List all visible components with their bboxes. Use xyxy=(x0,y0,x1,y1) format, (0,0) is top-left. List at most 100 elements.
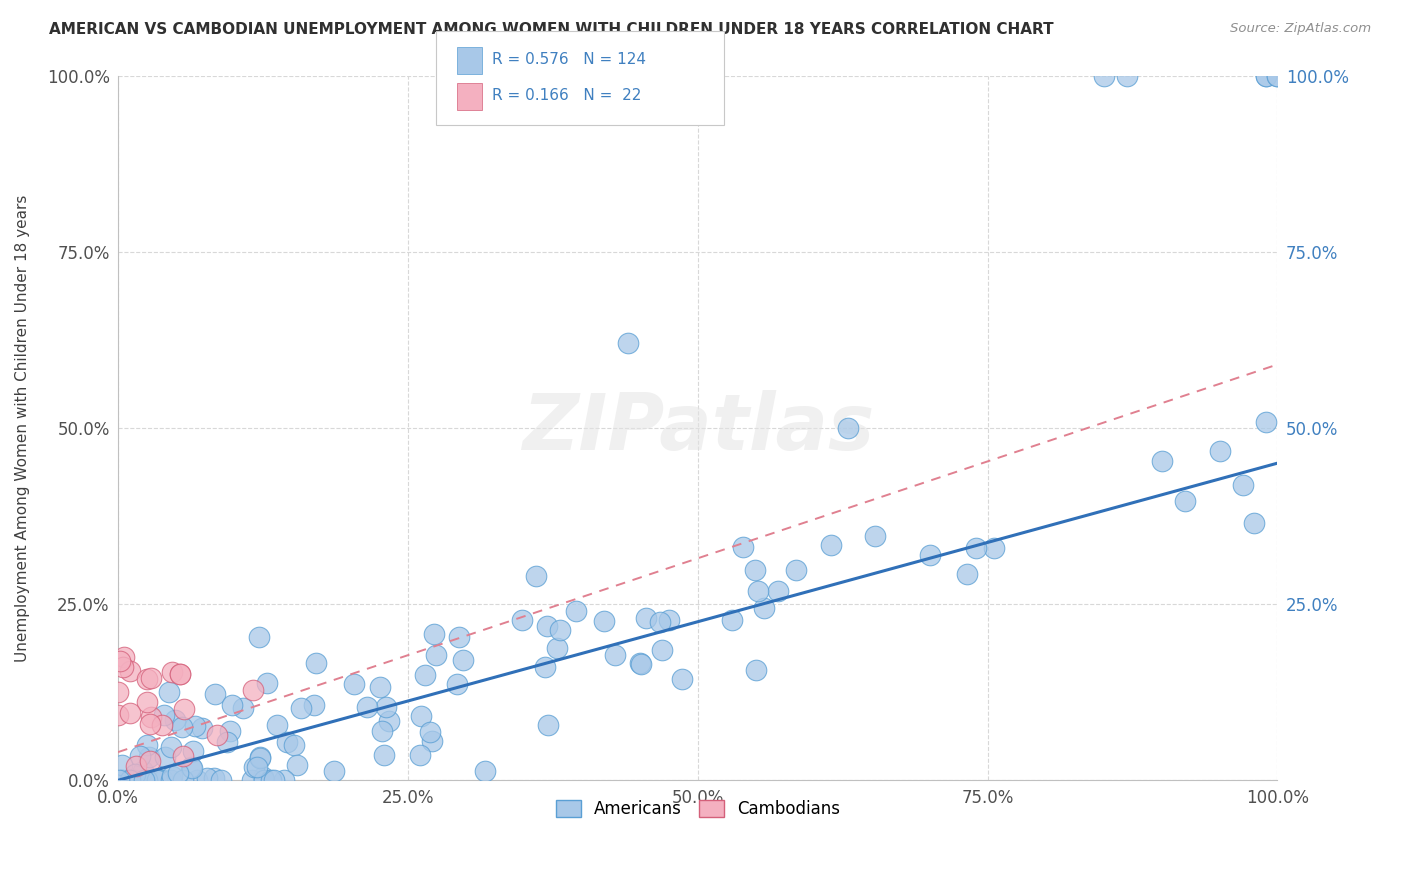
Point xyxy=(172,748,194,763)
Point xyxy=(766,583,789,598)
Point xyxy=(745,664,768,678)
Point xyxy=(323,764,346,779)
Point xyxy=(276,735,298,749)
Point xyxy=(425,648,447,663)
Point xyxy=(593,615,616,629)
Point xyxy=(375,699,398,714)
Point xyxy=(983,541,1005,555)
Point xyxy=(343,677,366,691)
Point xyxy=(648,615,671,629)
Point xyxy=(537,717,560,731)
Point xyxy=(132,764,155,778)
Y-axis label: Unemployment Among Women with Children Under 18 years: Unemployment Among Women with Children U… xyxy=(15,194,30,662)
Point xyxy=(1254,415,1277,429)
Point xyxy=(159,773,181,788)
Point xyxy=(785,563,807,577)
Point xyxy=(565,604,588,618)
Point xyxy=(107,707,129,722)
Point xyxy=(253,773,276,788)
Point xyxy=(146,773,169,788)
Point xyxy=(1267,69,1289,83)
Point xyxy=(242,760,264,774)
Point xyxy=(918,548,941,562)
Point xyxy=(1254,69,1277,83)
Point xyxy=(184,719,207,733)
Point xyxy=(107,685,129,699)
Point xyxy=(752,600,775,615)
Point xyxy=(273,773,295,788)
Point xyxy=(423,627,446,641)
Point xyxy=(204,687,226,701)
Point xyxy=(149,773,172,788)
Point xyxy=(658,613,681,627)
Point xyxy=(534,660,557,674)
Point xyxy=(180,761,202,775)
Point xyxy=(111,773,134,788)
Point xyxy=(190,721,212,735)
Text: Source: ZipAtlas.com: Source: ZipAtlas.com xyxy=(1230,22,1371,36)
Point xyxy=(118,706,141,720)
Point xyxy=(120,773,142,788)
Point xyxy=(1092,69,1115,83)
Point xyxy=(956,567,979,582)
Point xyxy=(474,764,496,778)
Point xyxy=(370,723,392,738)
Point xyxy=(219,724,242,739)
Point xyxy=(548,623,571,637)
Point xyxy=(411,709,433,723)
Point xyxy=(152,708,174,723)
Point xyxy=(181,743,204,757)
Point xyxy=(138,750,160,764)
Point xyxy=(510,613,533,627)
Point xyxy=(111,757,134,772)
Point xyxy=(160,739,183,754)
Point xyxy=(413,668,436,682)
Point xyxy=(1208,443,1230,458)
Point xyxy=(451,653,474,667)
Point xyxy=(449,630,471,644)
Point xyxy=(630,657,652,671)
Point xyxy=(139,671,162,685)
Point xyxy=(118,664,141,678)
Point xyxy=(422,734,444,748)
Point xyxy=(129,748,152,763)
Point xyxy=(215,735,238,749)
Point xyxy=(111,660,134,674)
Point xyxy=(124,767,146,781)
Point xyxy=(232,700,254,714)
Point xyxy=(247,630,270,644)
Point xyxy=(111,773,134,788)
Point xyxy=(747,583,769,598)
Point xyxy=(169,667,191,681)
Point xyxy=(180,760,202,774)
Point xyxy=(671,672,693,686)
Point xyxy=(651,642,673,657)
Point xyxy=(108,773,131,788)
Point xyxy=(135,672,157,686)
Point xyxy=(172,720,194,734)
Point xyxy=(524,569,547,583)
Point xyxy=(249,750,271,764)
Point xyxy=(1150,454,1173,468)
Point xyxy=(240,773,263,788)
Point xyxy=(865,529,887,543)
Point xyxy=(260,773,283,788)
Point xyxy=(1243,516,1265,530)
Point xyxy=(221,698,243,713)
Point xyxy=(134,773,156,788)
Point xyxy=(408,747,430,762)
Point xyxy=(368,680,391,694)
Point xyxy=(139,754,162,768)
Point xyxy=(1232,478,1254,492)
Point xyxy=(160,769,183,783)
Point xyxy=(160,665,183,679)
Point xyxy=(305,656,328,670)
Point xyxy=(628,657,651,671)
Point xyxy=(373,747,395,762)
Point xyxy=(617,336,640,351)
Point xyxy=(419,724,441,739)
Point xyxy=(1115,69,1137,83)
Point xyxy=(136,773,159,788)
Point xyxy=(136,739,159,753)
Text: R = 0.166   N =  22: R = 0.166 N = 22 xyxy=(492,88,641,103)
